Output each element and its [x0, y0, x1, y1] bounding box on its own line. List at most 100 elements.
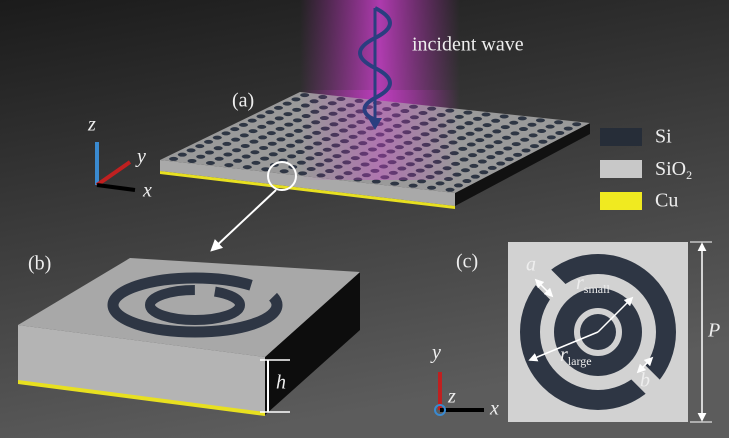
hole: [491, 119, 500, 123]
hole: [512, 142, 521, 146]
b-label: b: [640, 370, 650, 392]
panel-label: (b): [28, 253, 51, 275]
hole: [205, 150, 214, 154]
hole: [527, 123, 536, 127]
hole: [243, 165, 252, 169]
hole: [204, 140, 213, 144]
axis-label: z: [87, 114, 96, 136]
wave-label: incident wave: [412, 34, 524, 56]
beam-glow: [300, 90, 460, 180]
hole: [285, 133, 294, 137]
hole: [530, 144, 539, 148]
hole: [259, 146, 268, 150]
hole: [536, 118, 545, 122]
axis-label: z: [447, 386, 456, 408]
hole: [483, 123, 492, 127]
a-label: a: [526, 254, 536, 276]
hole: [284, 123, 293, 127]
hole: [291, 97, 300, 101]
hole: [265, 110, 274, 114]
hole: [522, 148, 531, 152]
hole: [463, 111, 472, 115]
hole: [436, 181, 445, 185]
hole: [214, 146, 223, 150]
legend-label: Si: [655, 126, 672, 148]
legend-swatch: [600, 128, 642, 146]
hole: [292, 108, 301, 112]
hole: [206, 161, 215, 165]
hole: [231, 138, 240, 142]
hole: [500, 114, 509, 118]
hole: [258, 135, 267, 139]
hole: [477, 149, 486, 153]
hole: [509, 121, 518, 125]
hole: [475, 138, 484, 142]
hole: [280, 169, 289, 173]
hole: [268, 142, 277, 146]
hole: [513, 153, 522, 157]
hole: [496, 162, 505, 166]
hole: [287, 154, 296, 158]
hole: [467, 142, 476, 146]
hole: [256, 114, 265, 118]
legend-label: Cu: [655, 190, 678, 212]
hole: [466, 132, 475, 136]
hole: [232, 148, 241, 152]
hole: [276, 137, 285, 141]
hole: [251, 161, 260, 165]
hole: [372, 180, 381, 184]
hole: [555, 131, 564, 135]
hole: [249, 129, 258, 133]
hole: [474, 127, 483, 131]
hole: [195, 144, 204, 148]
legend-swatch: [600, 160, 642, 178]
hole: [471, 175, 480, 179]
hole: [554, 120, 563, 124]
hole: [233, 159, 242, 163]
hole: [274, 106, 283, 110]
hole: [241, 144, 250, 148]
hole: [495, 151, 504, 155]
hole: [484, 134, 493, 138]
hole: [248, 119, 257, 123]
hole: [473, 117, 482, 121]
hole: [178, 153, 187, 157]
hole: [188, 159, 197, 163]
hole: [196, 155, 205, 159]
hole: [478, 160, 487, 164]
hole: [269, 152, 278, 156]
hole: [239, 123, 248, 127]
hole: [460, 158, 469, 162]
hole: [547, 135, 556, 139]
height-label: h: [276, 372, 286, 394]
hole: [464, 121, 473, 125]
hole: [224, 163, 233, 167]
axis-label: y: [430, 342, 441, 364]
hole: [283, 112, 292, 116]
hole: [267, 131, 276, 135]
hole: [223, 152, 232, 156]
hole: [518, 116, 527, 120]
hole: [187, 148, 196, 152]
hole: [486, 155, 495, 159]
hole: [249, 140, 258, 144]
hole: [222, 131, 231, 135]
axis-label: y: [135, 146, 146, 168]
hole: [482, 113, 491, 117]
hole: [260, 157, 269, 161]
panel-label: (a): [232, 90, 254, 112]
hole: [277, 148, 286, 152]
hole: [538, 140, 547, 144]
hole: [213, 136, 222, 140]
hole: [266, 121, 275, 125]
hole: [529, 133, 538, 137]
hole: [286, 144, 295, 148]
hole: [492, 129, 501, 133]
hole: [283, 102, 292, 106]
hole: [409, 184, 418, 188]
panel-label: (c): [456, 251, 478, 273]
hole: [215, 157, 224, 161]
hole: [519, 127, 528, 131]
hole: [485, 144, 494, 148]
legend-swatch: [600, 192, 642, 210]
